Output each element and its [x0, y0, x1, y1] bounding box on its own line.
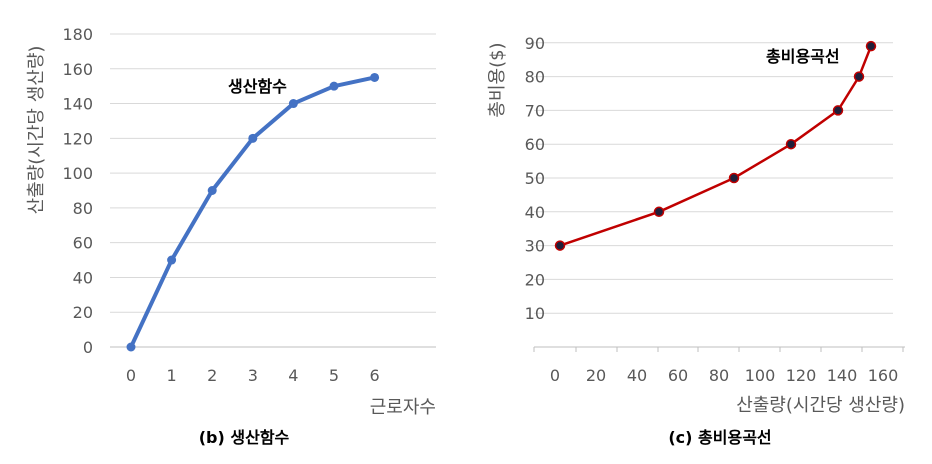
c-y-tick-label: 90 [525, 34, 545, 53]
b-y-tick-label: 120 [62, 129, 93, 148]
b-x-tick-label: 2 [207, 366, 217, 385]
c-y-tick-label: 30 [525, 237, 545, 256]
b-caption: (b) 생산함수 [199, 428, 290, 447]
c-y-tick-label: 50 [525, 169, 545, 188]
b-y-tick-label: 0 [83, 338, 93, 357]
b-x-tick-label: 1 [167, 366, 177, 385]
b-y-tick-label: 20 [73, 303, 93, 322]
b-data-point [207, 186, 217, 195]
c-data-point [832, 105, 844, 116]
c-data-point [865, 40, 877, 52]
total-cost-chart: 10 20 30 40 50 60 70 80 90 0 20 40 60 80 100 120 140 160… [487, 34, 905, 447]
c-data-point [853, 71, 865, 82]
c-caption: (c) 총비용곡선 [668, 428, 771, 447]
b-x-tick-label: 3 [248, 366, 258, 385]
b-data-point [248, 133, 258, 143]
c-curve-annotation: 총비용곡선 [766, 47, 840, 66]
c-y-tick-label: 40 [525, 203, 545, 222]
c-y-tick-label: 80 [525, 68, 545, 87]
c-x-tick-label: 80 [709, 366, 729, 385]
production-function-chart: 0 20 40 60 80 100 120 140 160 180 0 1 2 3 4 5 6 생산함수 근로… [26, 25, 436, 447]
b-data-point [288, 99, 298, 109]
c-x-tick-label: 40 [627, 366, 647, 385]
b-data-point [126, 342, 136, 352]
b-y-tick-label: 40 [73, 268, 93, 287]
c-x-tick-label: 60 [668, 366, 688, 385]
c-series-markers [554, 40, 877, 251]
c-y-tick-label: 70 [525, 101, 545, 120]
c-y-axis-title: 총비용($) [487, 42, 508, 117]
c-y-tick-label: 10 [525, 304, 545, 323]
b-x-axis-title: 근로자수 [370, 397, 436, 418]
b-y-axis-title: 산출량(시간당 생산량) [26, 46, 47, 215]
b-curve-annotation: 생산함수 [228, 77, 287, 96]
c-x-tick-labels: 0 20 40 60 80 100 120 140 160 [550, 366, 898, 385]
c-series-line [559, 45, 873, 247]
c-x-tick-label: 160 [868, 366, 899, 385]
b-x-tick-label: 6 [370, 366, 380, 385]
b-y-tick-label: 160 [62, 60, 93, 79]
b-y-tick-label: 60 [73, 234, 93, 253]
c-x-tick-label: 140 [827, 366, 858, 385]
b-series-markers [126, 72, 380, 352]
c-x-axis-title: 산출량(시간당 생산량) [736, 395, 905, 416]
b-y-tick-label: 100 [62, 164, 93, 183]
c-y-tick-labels: 10 20 30 40 50 60 70 80 90 [525, 34, 545, 323]
b-y-tick-label: 80 [73, 199, 93, 218]
b-x-tick-label: 5 [329, 366, 339, 385]
c-data-point [728, 172, 740, 184]
b-series-line [129, 75, 377, 349]
c-data-point [785, 138, 797, 150]
b-data-point [329, 81, 339, 91]
c-x-tick-label: 20 [586, 366, 606, 385]
b-data-point [167, 255, 177, 265]
c-data-point [653, 206, 665, 218]
b-y-tick-label: 180 [62, 25, 93, 44]
c-data-point [554, 240, 566, 251]
c-y-tick-label: 20 [525, 270, 545, 289]
b-x-tick-label: 4 [288, 366, 298, 385]
c-x-tick-label: 120 [786, 366, 817, 385]
c-x-tick-label: 0 [550, 366, 560, 385]
b-x-tick-label: 0 [126, 366, 136, 385]
b-y-tick-label: 140 [62, 95, 93, 114]
c-gridlines [533, 42, 905, 352]
b-data-point [370, 72, 380, 82]
b-x-tick-labels: 0 1 2 3 4 5 6 [126, 366, 380, 385]
b-y-tick-labels: 0 20 40 60 80 100 120 140 160 180 [62, 25, 93, 357]
c-x-tick-label: 100 [745, 366, 776, 385]
c-y-tick-label: 60 [525, 135, 545, 154]
